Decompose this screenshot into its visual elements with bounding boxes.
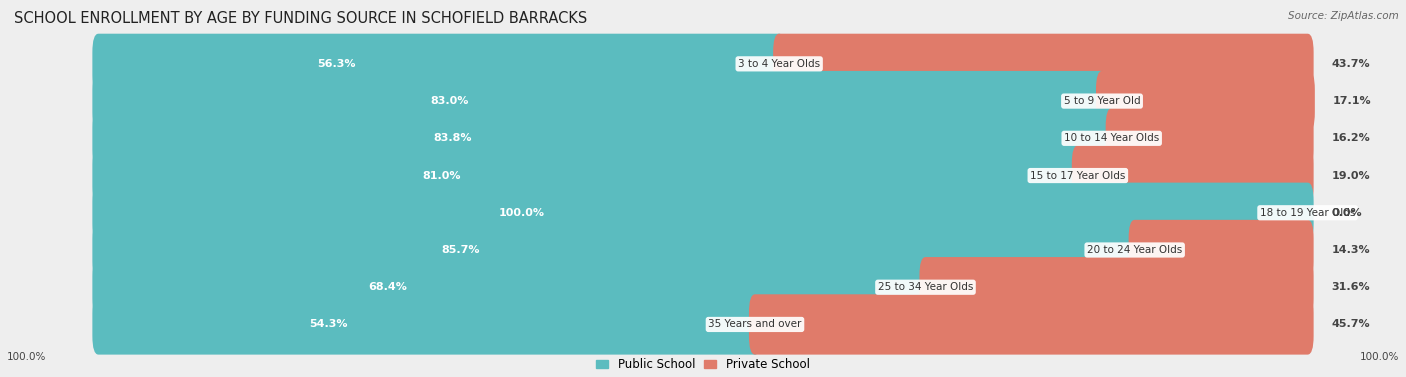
Text: 100.0%: 100.0% [7, 352, 46, 362]
Text: 81.0%: 81.0% [422, 170, 461, 181]
FancyBboxPatch shape [93, 220, 1140, 280]
Text: 16.2%: 16.2% [1331, 133, 1371, 143]
FancyBboxPatch shape [93, 182, 1313, 243]
FancyBboxPatch shape [1105, 108, 1313, 169]
Text: 14.3%: 14.3% [1331, 245, 1371, 255]
Text: 20 to 24 Year Olds: 20 to 24 Year Olds [1087, 245, 1182, 255]
Text: 35 Years and over: 35 Years and over [709, 319, 801, 329]
Text: 54.3%: 54.3% [309, 319, 347, 329]
FancyBboxPatch shape [98, 235, 1308, 265]
FancyBboxPatch shape [98, 123, 1308, 153]
Text: 18 to 19 Year Olds: 18 to 19 Year Olds [1260, 208, 1355, 218]
FancyBboxPatch shape [98, 49, 1308, 79]
FancyBboxPatch shape [1097, 71, 1315, 131]
Legend: Public School, Private School: Public School, Private School [596, 358, 810, 371]
Text: 83.0%: 83.0% [430, 96, 468, 106]
FancyBboxPatch shape [93, 34, 785, 94]
FancyBboxPatch shape [920, 257, 1313, 317]
Text: 25 to 34 Year Olds: 25 to 34 Year Olds [877, 282, 973, 292]
FancyBboxPatch shape [93, 108, 1118, 169]
Text: 0.0%: 0.0% [1331, 208, 1362, 218]
FancyBboxPatch shape [1129, 220, 1313, 280]
Text: 100.0%: 100.0% [1360, 352, 1399, 362]
Text: SCHOOL ENROLLMENT BY AGE BY FUNDING SOURCE IN SCHOFIELD BARRACKS: SCHOOL ENROLLMENT BY AGE BY FUNDING SOUR… [14, 11, 588, 26]
FancyBboxPatch shape [749, 294, 1313, 355]
Text: 19.0%: 19.0% [1331, 170, 1371, 181]
Text: 45.7%: 45.7% [1331, 319, 1371, 329]
FancyBboxPatch shape [98, 86, 1308, 116]
Text: 68.4%: 68.4% [368, 282, 408, 292]
FancyBboxPatch shape [98, 309, 1308, 340]
Text: Source: ZipAtlas.com: Source: ZipAtlas.com [1288, 11, 1399, 21]
FancyBboxPatch shape [1071, 146, 1313, 206]
Text: 10 to 14 Year Olds: 10 to 14 Year Olds [1064, 133, 1160, 143]
Text: 17.1%: 17.1% [1333, 96, 1372, 106]
FancyBboxPatch shape [93, 146, 1084, 206]
Text: 15 to 17 Year Olds: 15 to 17 Year Olds [1031, 170, 1126, 181]
Text: 85.7%: 85.7% [441, 245, 481, 255]
FancyBboxPatch shape [98, 160, 1308, 191]
FancyBboxPatch shape [93, 294, 761, 355]
Text: 3 to 4 Year Olds: 3 to 4 Year Olds [738, 59, 820, 69]
Text: 5 to 9 Year Old: 5 to 9 Year Old [1064, 96, 1140, 106]
Text: 43.7%: 43.7% [1331, 59, 1371, 69]
Text: 31.6%: 31.6% [1331, 282, 1371, 292]
FancyBboxPatch shape [773, 34, 1313, 94]
Text: 56.3%: 56.3% [318, 59, 356, 69]
FancyBboxPatch shape [98, 198, 1308, 228]
FancyBboxPatch shape [93, 71, 1108, 131]
FancyBboxPatch shape [93, 257, 932, 317]
Text: 83.8%: 83.8% [434, 133, 472, 143]
Text: 100.0%: 100.0% [499, 208, 544, 218]
FancyBboxPatch shape [98, 272, 1308, 302]
